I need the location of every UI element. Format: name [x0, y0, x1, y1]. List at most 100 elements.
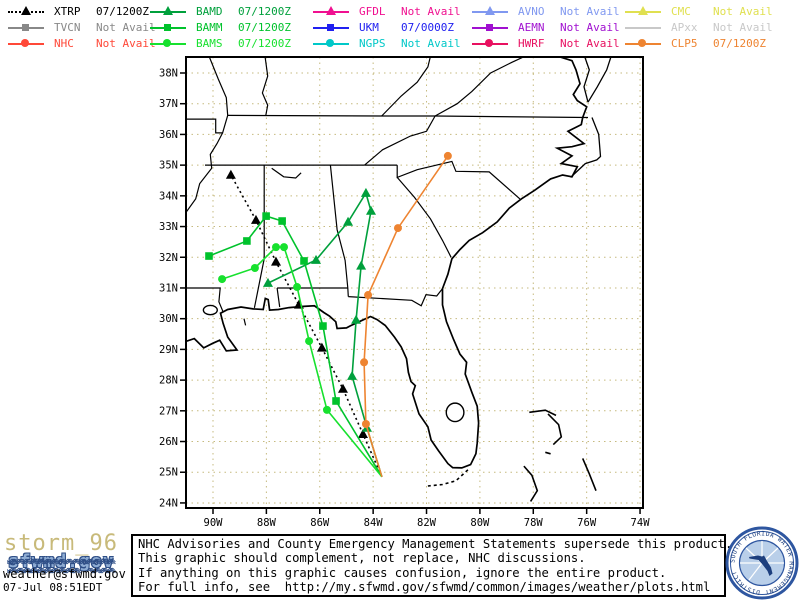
track-marker-circle [364, 291, 373, 300]
outer-banks-coastline [570, 117, 602, 178]
legend-model-label: CLP5 [671, 37, 698, 50]
track-marker-square [205, 252, 213, 260]
track-marker-triangle [316, 342, 327, 352]
map-frame [185, 56, 644, 509]
legend-circle-marker-icon [326, 39, 334, 47]
legend-entry-xtrp: XTRP 07/1200Z [8, 5, 158, 20]
legend-entry-ngps: NGPS Not Avail [313, 37, 463, 52]
lon-axis-label: 80W [470, 517, 490, 529]
legend-status-label: Not Avail [401, 37, 461, 50]
track-marker-square [278, 217, 286, 225]
legend-model-label: AEMN [518, 21, 545, 34]
legend-model-label: BAMD [196, 5, 223, 18]
lon-axis-label: 76W [577, 517, 597, 529]
legend-status-label: Not Avail [713, 5, 773, 18]
track-marker-square [300, 257, 308, 265]
lat-axis-label: 24N [159, 497, 178, 509]
track-marker-triangle [311, 254, 322, 264]
seal-florida-shape [749, 555, 773, 576]
legend-square-marker-icon [327, 24, 334, 31]
gulf-atlantic-coastline [186, 57, 588, 469]
legend-status-label: Not Avail [560, 37, 620, 50]
state-border [253, 165, 265, 309]
lat-axis-label: 30N [159, 313, 178, 325]
track-line [363, 155, 449, 478]
track-marker-triangle [293, 299, 304, 309]
legend-model-label: UKM [359, 21, 379, 34]
track-line [208, 215, 383, 478]
map-grid [186, 57, 643, 508]
state-border [396, 160, 521, 200]
state-border [208, 57, 229, 116]
legend-model-label: GFDL [359, 5, 386, 18]
legend-model-label: NHC [54, 37, 74, 50]
lake-outline [202, 304, 218, 316]
state-border [261, 57, 269, 116]
legend-status-label: Not Avail [560, 5, 620, 18]
lat-axis-label: 34N [159, 190, 178, 202]
state-border [227, 114, 589, 119]
track-marker-triangle [360, 187, 371, 197]
state-border [186, 115, 229, 134]
lon-axis-label: 88W [257, 517, 277, 529]
track-line [221, 246, 383, 478]
legend-triangle-marker-icon [21, 6, 31, 15]
track-marker-triangle [250, 214, 261, 224]
legend-model-label: NGPS [359, 37, 386, 50]
track-marker-circle [360, 358, 369, 367]
track-marker-circle [271, 243, 280, 252]
axis-labels: 38N 37N 36N 35N 34N 33N 32N 31N 30N 29N 28N 27N 26N 2… [159, 68, 650, 530]
state-border [329, 165, 349, 297]
legend-status-label: Not Avail [713, 21, 773, 34]
legend-status-label: Not Avail [401, 5, 461, 18]
track-marker-triangle [347, 370, 358, 380]
legend-status-label: 07/1200Z [96, 5, 149, 18]
state-border [186, 132, 224, 214]
legend-status-label: 07/0000Z [401, 21, 454, 34]
legend-circle-marker-icon [21, 39, 29, 47]
track-clp5 [360, 151, 452, 478]
legend-model-label: CMC [671, 5, 691, 18]
track-marker-square [243, 237, 251, 245]
legend-model-label: BAMM [196, 21, 223, 34]
track-marker-triangle [343, 216, 354, 226]
lat-axis-label: 27N [159, 405, 178, 417]
lat-axis-label: 36N [159, 129, 178, 141]
axis-ticks [180, 72, 641, 514]
track-bamm [205, 212, 383, 478]
legend-triangle-marker-icon [485, 6, 495, 15]
track-line [230, 174, 383, 478]
legend-entry-cmc: CMC Not Avail [625, 5, 775, 20]
legend-entry-avno: AVNO Not Avail [472, 5, 622, 20]
track-marker-circle [322, 405, 331, 414]
sfwmd-seal: SOUTH FLORIDA WATER MANAGEMENT DISTRICT [725, 526, 799, 600]
disclaimer-box: NHC Advisories and County Emergency Mana… [131, 534, 733, 597]
bahamas-coastline [529, 409, 557, 417]
track-marker-circle [361, 420, 370, 429]
geography-layer [186, 57, 612, 502]
state-border [364, 115, 436, 166]
lat-axis-label: 26N [159, 436, 178, 448]
lat-axis-label: 37N [159, 98, 178, 110]
branding-block: storm_96 sfwmd.gov weather@sfwmd.gov 07-… [0, 528, 132, 600]
legend-square-marker-icon [22, 24, 29, 31]
lat-axis-label: 32N [159, 252, 178, 264]
legend-status-label: 07/1200Z [238, 21, 291, 34]
track-marker-circle [393, 224, 402, 233]
state-border [276, 287, 281, 308]
disclaimer-line-1: NHC Advisories and County Emergency Mana… [138, 537, 733, 551]
contact-email: weather@sfwmd.gov [3, 567, 126, 581]
track-marker-square [319, 322, 327, 330]
legend-model-label: AVNO [518, 5, 545, 18]
delmarva-bay-coast [583, 57, 590, 103]
bahamas-coastline [545, 451, 551, 455]
lat-axis-label: 25N [159, 467, 178, 479]
disclaimer-line-2: This graphic should complement, not repl… [138, 551, 586, 566]
lon-axis-label: 78W [524, 517, 544, 529]
state-border [348, 288, 443, 307]
state-border [243, 318, 247, 326]
track-marker-circle [218, 275, 227, 284]
bahamas-coastline [581, 458, 597, 491]
product-title: storm_96 [4, 531, 118, 556]
